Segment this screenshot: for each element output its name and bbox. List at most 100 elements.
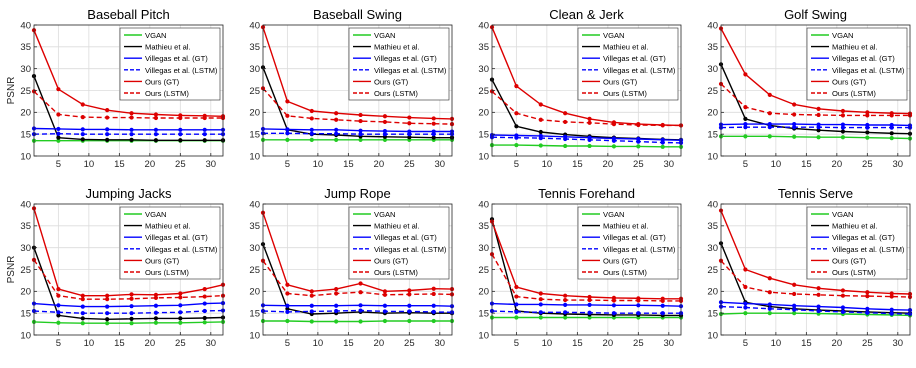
- data-point: [56, 294, 60, 298]
- legend-label: Mathieu et al.: [374, 222, 420, 231]
- x-tick-label: 20: [832, 159, 843, 170]
- x-tick-label: 10: [313, 159, 324, 170]
- data-point: [514, 294, 518, 298]
- x-tick-label: 5: [514, 159, 519, 170]
- data-point: [105, 297, 109, 301]
- data-point: [81, 115, 85, 119]
- data-point: [56, 132, 60, 136]
- data-point: [203, 287, 207, 291]
- data-point: [81, 137, 85, 141]
- y-tick-label: 35: [249, 42, 260, 53]
- data-point: [841, 294, 845, 298]
- x-tick-label: 10: [542, 338, 553, 349]
- x-tick-label: 15: [801, 338, 812, 349]
- data-point: [563, 303, 567, 307]
- data-point: [865, 311, 869, 315]
- x-tick-label: 15: [572, 159, 583, 170]
- chart-title: Tennis Serve: [778, 186, 853, 201]
- data-point: [514, 310, 518, 314]
- y-tick-label: 15: [478, 308, 489, 319]
- y-tick-label: 20: [478, 108, 489, 119]
- y-tick-label: 40: [478, 199, 489, 210]
- legend-label: Ours (GT): [145, 77, 180, 86]
- legend-label: Mathieu et al.: [145, 43, 191, 52]
- legend-label: Villegas et al. (GT): [145, 233, 208, 242]
- data-point: [661, 299, 665, 303]
- data-point: [310, 109, 314, 113]
- data-point: [81, 132, 85, 136]
- data-point: [432, 287, 436, 291]
- data-point: [816, 135, 820, 139]
- data-point: [310, 116, 314, 120]
- data-point: [358, 290, 362, 294]
- data-point: [743, 285, 747, 289]
- data-point: [105, 127, 109, 131]
- data-point: [203, 116, 207, 120]
- data-point: [178, 116, 182, 120]
- data-point: [816, 107, 820, 111]
- data-point: [334, 291, 338, 295]
- data-point: [203, 301, 207, 305]
- data-point: [890, 294, 894, 298]
- data-point: [56, 310, 60, 314]
- data-point: [587, 298, 591, 302]
- data-point: [105, 311, 109, 315]
- data-point: [129, 311, 133, 315]
- data-point: [636, 298, 640, 302]
- data-point: [178, 303, 182, 307]
- data-point: [743, 105, 747, 109]
- data-point: [129, 115, 133, 119]
- data-point: [383, 120, 387, 124]
- legend-label: VGAN: [145, 210, 167, 219]
- data-point: [203, 309, 207, 313]
- data-point: [129, 292, 133, 296]
- y-tick-label: 30: [478, 243, 489, 254]
- data-point: [334, 138, 338, 142]
- data-point: [334, 118, 338, 122]
- data-point: [432, 116, 436, 120]
- data-point: [178, 310, 182, 314]
- data-point: [334, 128, 338, 132]
- data-point: [285, 283, 289, 287]
- data-point: [285, 319, 289, 323]
- data-point: [636, 123, 640, 127]
- x-tick-label: 30: [206, 338, 217, 349]
- legend-label: Villegas et al. (LSTM): [832, 66, 905, 75]
- data-point: [612, 144, 616, 148]
- y-tick-label: 20: [249, 108, 260, 119]
- y-tick-label: 20: [707, 287, 718, 298]
- data-point: [383, 132, 387, 136]
- data-point: [661, 140, 665, 144]
- y-tick-label: 15: [249, 129, 260, 140]
- data-point: [636, 139, 640, 143]
- x-tick-label: 25: [175, 338, 186, 349]
- data-point: [792, 135, 796, 139]
- data-point: [768, 93, 772, 97]
- legend-label: Villegas et al. (LSTM): [145, 66, 218, 75]
- y-tick-label: 25: [20, 265, 31, 276]
- y-tick-label: 40: [20, 199, 31, 210]
- data-point: [383, 293, 387, 297]
- data-point: [154, 311, 158, 315]
- data-point: [816, 125, 820, 129]
- data-point: [539, 102, 543, 106]
- data-point: [285, 138, 289, 142]
- data-point: [563, 298, 567, 302]
- data-point: [154, 128, 158, 132]
- data-point: [129, 132, 133, 136]
- data-point: [587, 121, 591, 125]
- y-tick-label: 20: [478, 287, 489, 298]
- y-tick-label: 10: [249, 330, 260, 341]
- chart-title: Golf Swing: [784, 7, 847, 22]
- x-tick-label: 30: [435, 159, 446, 170]
- data-point: [743, 117, 747, 121]
- data-point: [105, 132, 109, 136]
- data-point: [539, 315, 543, 319]
- data-point: [587, 144, 591, 148]
- data-point: [661, 311, 665, 315]
- y-tick-label: 15: [20, 129, 31, 140]
- x-tick-label: 5: [514, 338, 519, 349]
